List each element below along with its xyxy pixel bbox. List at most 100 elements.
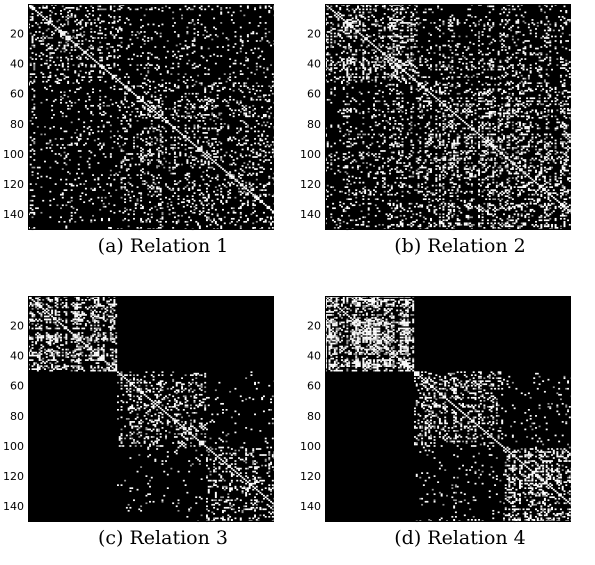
heatmap-cell: [415, 22, 418, 24]
heatmap-cell: [383, 61, 386, 63]
heatmap-cell: [381, 17, 384, 20]
heatmap-cell: [389, 217, 392, 220]
heatmap-cell: [543, 29, 546, 32]
heatmap-cell: [202, 178, 205, 181]
heatmap-cell: [362, 71, 365, 74]
heatmap-cell: [367, 174, 370, 176]
heatmap-cell: [234, 35, 237, 38]
heatmap-cell: [408, 192, 411, 194]
heatmap-cell: [165, 148, 167, 151]
heatmap-cell: [109, 153, 112, 155]
heatmap-cell: [147, 79, 150, 81]
heatmap-cell: [389, 88, 392, 91]
heatmap-cell: [387, 214, 390, 217]
heatmap-cell: [88, 19, 91, 21]
heatmap-cell: [357, 223, 359, 226]
heatmap-cell: [157, 147, 160, 149]
heatmap-cell: [380, 19, 383, 21]
heatmap-cell: [355, 49, 358, 51]
heatmap-cell: [211, 162, 214, 164]
heatmap-cell: [173, 109, 176, 112]
heatmap-cell: [383, 77, 386, 80]
heatmap-cell: [79, 58, 82, 60]
heatmap-cell: [397, 35, 400, 38]
heatmap-cell: [337, 29, 340, 32]
heatmap-cell: [248, 22, 251, 24]
heatmap-cell: [405, 177, 408, 179]
heatmap-cell: [406, 40, 409, 42]
heatmap-cell: [392, 22, 395, 24]
heatmap-cell: [198, 148, 201, 151]
heatmap-cell: [374, 68, 377, 71]
heatmap-cell: [545, 37, 548, 39]
heatmap-cell: [261, 38, 264, 41]
heatmap-cell: [120, 187, 123, 190]
heatmap-cell: [134, 8, 137, 11]
heatmap-cell: [328, 154, 331, 157]
heatmap-cell: [266, 205, 269, 208]
heatmap-cell: [399, 186, 402, 188]
heatmap-cell: [125, 208, 128, 211]
heatmap-cell: [326, 162, 329, 164]
heatmap-cell: [198, 166, 201, 169]
heatmap-cell: [145, 138, 148, 140]
heatmap-cell: [392, 14, 395, 17]
heatmap-cell: [108, 55, 111, 57]
heatmap-cell: [152, 80, 155, 83]
heatmap-cell: [362, 216, 365, 219]
heatmap-cell: [486, 53, 489, 56]
heatmap-cell: [330, 124, 333, 127]
heatmap-cell: [254, 112, 256, 115]
heatmap-cell: [206, 154, 208, 157]
heatmap-cell: [84, 23, 87, 26]
heatmap-cell: [348, 47, 351, 50]
heatmap-cell: [170, 73, 173, 75]
heatmap-cell: [381, 150, 384, 152]
heatmap-cell: [225, 201, 228, 204]
heatmap-cell: [348, 133, 351, 136]
heatmap-cell: [488, 35, 491, 38]
heatmap-cell: [250, 49, 253, 51]
heatmap-cell: [390, 223, 393, 226]
heatmap-cell: [70, 55, 73, 57]
heatmap-cell: [179, 104, 182, 107]
heatmap-cell: [42, 40, 45, 42]
heatmap-cell: [408, 207, 411, 210]
heatmap-cell: [35, 76, 38, 78]
heatmap-cell: [335, 77, 338, 80]
heatmap-cell: [129, 199, 132, 202]
heatmap-cell: [125, 129, 128, 131]
heatmap-cell: [74, 16, 77, 18]
heatmap-cell: [355, 29, 358, 32]
heatmap-cell: [545, 17, 548, 20]
heatmap-cell: [209, 180, 212, 182]
heatmap-cell: [232, 112, 235, 115]
heatmap-cell: [207, 97, 210, 100]
heatmap-cell: [49, 64, 52, 66]
heatmap-cell: [232, 11, 235, 14]
heatmap-cell: [49, 10, 52, 12]
heatmap-cell: [510, 64, 513, 66]
heatmap-cell: [261, 106, 264, 109]
heatmap-cell: [252, 151, 255, 154]
heatmap-cell: [396, 53, 399, 56]
heatmap-cell: [156, 159, 159, 161]
heatmap-cell: [207, 211, 210, 214]
heatmap-cell: [206, 199, 208, 202]
heatmap-cell: [143, 180, 146, 182]
heatmap-cell: [168, 187, 171, 190]
heatmap-cell: [268, 100, 271, 103]
heatmap-cell: [348, 79, 351, 81]
heatmap-cell: [232, 211, 235, 214]
heatmap-cell: [396, 35, 399, 38]
heatmap-cell: [390, 25, 393, 27]
heatmap-cell: [506, 56, 509, 59]
heatmap-cell: [63, 74, 66, 77]
heatmap-cell: [92, 113, 95, 116]
heatmap-cell: [415, 34, 418, 36]
heatmap-cell: [527, 40, 530, 42]
heatmap-cell: [193, 5, 196, 8]
heatmap-cell: [543, 44, 546, 47]
heatmap-cell: [447, 64, 450, 66]
heatmap-cell: [150, 53, 153, 56]
